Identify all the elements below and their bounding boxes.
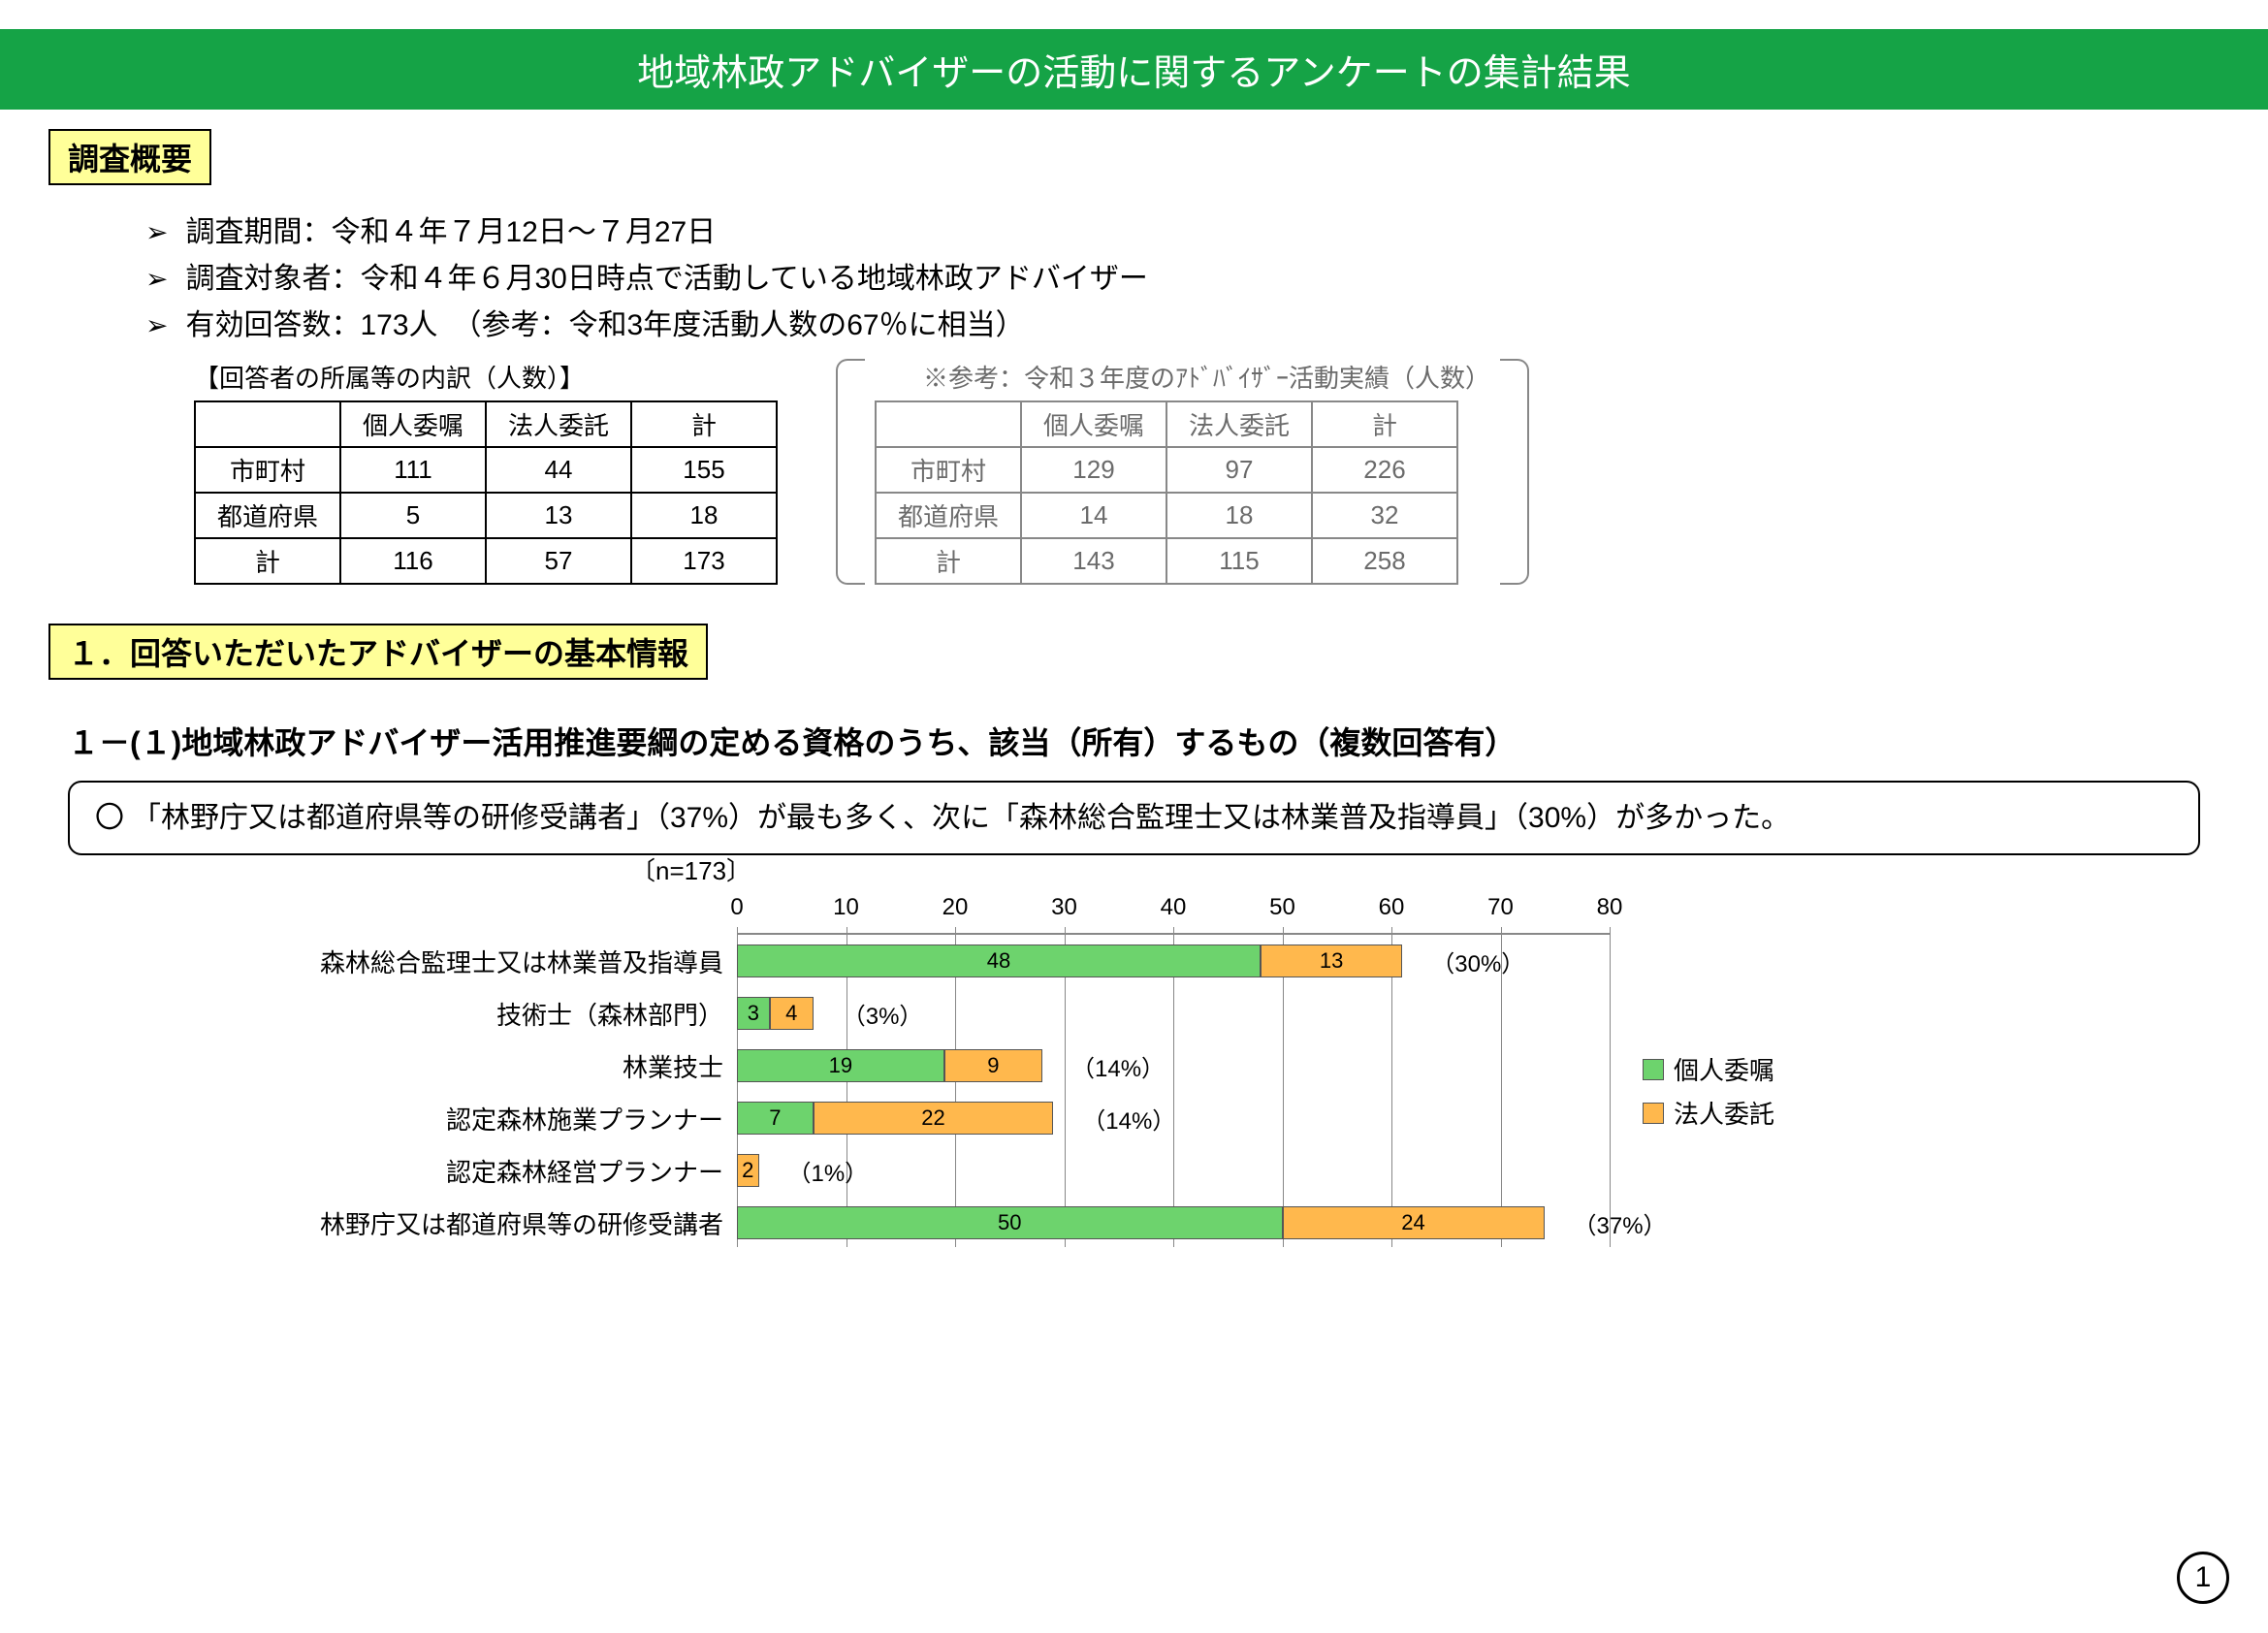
bracket-right-icon [1500,359,1529,585]
bar-percent: （14%） [1071,1049,1165,1083]
legend-label: 法人委託 [1674,1095,1774,1131]
axis-tick: 30 [1051,894,1077,921]
chart-bar-row: 認定森林経営プランナー2（1%） [737,1144,1610,1197]
table-header: 法人委託 [1166,401,1312,447]
chart-axis: 01020304050607080 [737,894,1610,933]
chart-n-label: 〔n=173〕 [630,851,751,887]
section1-subhead: １－(１)地域林政アドバイザー活用推進要綱の定める資格のうち、該当（所有）するも… [68,719,2268,763]
table-row: 市町村11144155 [195,447,777,493]
table-header-row: 個人委嘱 法人委託 計 [195,401,777,447]
chart-bar-row: 林野庁又は都道府県等の研修受講者5024（37%） [737,1197,1610,1249]
bar-label: 認定森林経営プランナー [446,1153,737,1189]
bar-segment-green: 19 [737,1049,944,1082]
bar-segment-orange: 22 [814,1102,1054,1135]
finding-text: 「林野庁又は都道府県等の研修受講者」（37%）が最も多く、次に「森林総合監理士又… [132,802,1790,834]
bar-percent: （30%） [1431,945,1524,978]
reference-table-block: ※参考：令和３年度のｱﾄﾞﾊﾞｲｻﾞｰ活動実績（人数） 個人委嘱 法人委託 計 … [836,359,1529,585]
chart-bar-row: 技術士（森林部門）34（3%） [737,987,1610,1040]
tables-container: 【回答者の所属等の内訳（人数）】 個人委嘱 法人委託 計 市町村11144155… [194,359,2268,585]
axis-tick: 70 [1487,894,1514,921]
bullet-row: ➢ 調査対象者：令和４年６月30日時点で活動している地域林政アドバイザー [145,256,2268,303]
page-number: 1 [2177,1552,2229,1604]
section1-label: １．回答いただいたアドバイザーの基本情報 [48,624,708,680]
axis-tick: 0 [730,894,743,921]
respondent-table: 個人委嘱 法人委託 計 市町村11144155 都道府県51318 計11657… [194,400,778,585]
table-header: 計 [1312,401,1457,447]
bar-label: 認定森林施業プランナー [446,1101,737,1137]
bullet-text: 調査期間：令和４年７月12日～７月27日 [185,209,716,256]
bar-segment-green: 50 [737,1206,1283,1239]
bar-segment-orange: 4 [770,997,814,1030]
legend-label: 個人委嘱 [1674,1051,1774,1087]
overview-bullets: ➢ 調査期間：令和４年７月12日～７月27日 ➢ 調査対象者：令和４年６月30日時点… [145,209,2268,349]
respondent-table-block: 【回答者の所属等の内訳（人数）】 個人委嘱 法人委託 計 市町村11144155… [194,359,778,585]
overview-label: 調査概要 [48,129,211,185]
bullet-arrow-icon: ➢ [145,211,168,255]
legend-item: 個人委嘱 [1643,1051,1774,1087]
table-header [195,401,340,447]
bullet-text: 調査対象者：令和４年６月30日時点で活動している地域林政アドバイザー [185,256,1147,303]
bar-label: 技術士（森林部門） [496,996,737,1032]
bar-segment-green: 48 [737,945,1261,977]
table-header: 個人委嘱 [340,401,486,447]
table-header: 個人委嘱 [1021,401,1166,447]
bar-segment-green: 7 [737,1102,814,1135]
bullet-text: 有効回答数：173人 （参考：令和3年度活動人数の67％に相当） [185,303,1024,349]
table-row: 市町村12997226 [876,447,1457,493]
table-caption: ※参考：令和３年度のｱﾄﾞﾊﾞｲｻﾞｰ活動実績（人数） [923,359,1490,395]
qualifications-chart: 〔n=173〕 01020304050607080 個人委嘱 法人委託 森林総合… [320,894,1968,1247]
bar-segment-orange: 9 [944,1049,1042,1082]
table-header [876,401,1021,447]
grid-line [1610,935,1611,1247]
bar-percent: （37%） [1574,1206,1667,1240]
bullet-row: ➢ 有効回答数：173人 （参考：令和3年度活動人数の67％に相当） [145,303,2268,349]
table-row: 都道府県141832 [876,493,1457,538]
bar-segment-green: 3 [737,997,770,1030]
axis-tick: 40 [1161,894,1187,921]
table-row: 計11657173 [195,538,777,584]
bar-segment-orange: 13 [1261,945,1402,977]
axis-tick: 10 [833,894,859,921]
table-row: 計143115258 [876,538,1457,584]
axis-tick: 80 [1597,894,1623,921]
axis-tick: 60 [1379,894,1405,921]
bar-label: 林業技士 [623,1048,737,1084]
chart-bar-row: 林業技士199（14%） [737,1040,1610,1092]
circle-bullet-icon: 〇 [95,802,124,834]
legend-swatch-green [1643,1059,1664,1080]
axis-tick: 20 [942,894,969,921]
legend-item: 法人委託 [1643,1095,1774,1131]
bullet-arrow-icon: ➢ [145,258,168,302]
table-header-row: 個人委嘱 法人委託 計 [876,401,1457,447]
chart-bar-row: 森林総合監理士又は林業普及指導員4813（30%） [737,935,1610,987]
bar-percent: （1%） [788,1154,869,1188]
table-row: 都道府県51318 [195,493,777,538]
legend-swatch-orange [1643,1103,1664,1124]
table-caption: 【回答者の所属等の内訳（人数）】 [194,359,778,395]
bar-segment-orange: 24 [1283,1206,1545,1239]
bar-segment-orange: 2 [737,1154,759,1187]
chart-bar-row: 認定森林施業プランナー722（14%） [737,1092,1610,1144]
bar-percent: （3%） [843,997,923,1031]
chart-legend: 個人委嘱 法人委託 [1643,1051,1774,1138]
bar-label: 林野庁又は都道府県等の研修受講者 [320,1205,737,1241]
axis-tick: 50 [1269,894,1295,921]
bullet-row: ➢ 調査期間：令和４年７月12日～７月27日 [145,209,2268,256]
bar-label: 森林総合監理士又は林業普及指導員 [320,944,737,979]
bracket-left-icon [836,359,865,585]
bar-percent: （14%） [1082,1102,1175,1136]
table-header: 法人委託 [486,401,631,447]
table-header: 計 [631,401,777,447]
finding-box: 〇「林野庁又は都道府県等の研修受講者」（37%）が最も多く、次に「森林総合監理士… [68,781,2200,855]
page-title: 地域林政アドバイザーの活動に関するアンケートの集計結果 [0,29,2268,110]
bullet-arrow-icon: ➢ [145,304,168,348]
chart-plot: 個人委嘱 法人委託 森林総合監理士又は林業普及指導員4813（30%）技術士（森… [737,933,1610,1247]
reference-table: 個人委嘱 法人委託 計 市町村12997226 都道府県141832 計1431… [875,400,1458,585]
